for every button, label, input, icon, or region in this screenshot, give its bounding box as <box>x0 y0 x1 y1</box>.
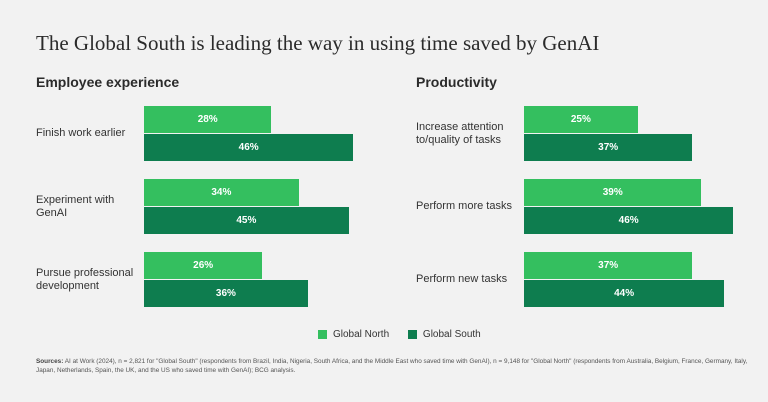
bar-global-south: 46% <box>524 207 734 234</box>
bar-value-label: 44% <box>614 288 635 299</box>
bar-global-south: 44% <box>524 280 725 307</box>
legend: Global North Global South <box>318 329 497 342</box>
legend-item-global-south: Global South <box>407 329 481 340</box>
sources-label: Sources: <box>36 358 64 365</box>
bar-global-south: 46% <box>144 134 354 161</box>
legend-label-global-north: Global North <box>333 329 390 340</box>
category-label: Increase attention to/quality of tasks <box>416 120 504 146</box>
bar-global-south: 45% <box>144 207 349 234</box>
bar-global-north: 39% <box>524 179 702 206</box>
legend-swatch-global-south <box>407 330 417 339</box>
panel-title-productivity: Productivity <box>416 74 497 90</box>
bar-global-north: 25% <box>524 106 638 133</box>
bar-global-north: 26% <box>144 252 263 279</box>
bar-value-label: 25% <box>570 114 591 125</box>
bar-value-label: 46% <box>238 142 259 153</box>
legend-swatch-global-north <box>318 330 327 339</box>
category-label: Pursue professional development <box>36 266 134 292</box>
category-label: Experiment with GenAI <box>36 193 115 219</box>
bar-value-label: 45% <box>236 215 257 226</box>
sources-text: AI at Work (2024), n = 2,821 for "Global… <box>36 358 748 374</box>
legend-item-global-north: Global North <box>318 329 389 340</box>
chart-title: The Global South is leading the way in u… <box>36 31 600 55</box>
bar-value-label: 37% <box>598 260 619 271</box>
bar-value-label: 26% <box>193 260 214 271</box>
bar-global-north: 28% <box>144 106 272 133</box>
category-label: Perform new tasks <box>416 273 508 285</box>
bar-value-label: 34% <box>211 187 232 198</box>
category-label: Perform more tasks <box>416 200 512 212</box>
panel-title-employee-experience: Employee experience <box>36 74 180 90</box>
legend-label-global-south: Global South <box>422 329 481 340</box>
sources-note: Sources: AI at Work (2024), n = 2,821 fo… <box>36 357 748 375</box>
bar-global-south: 36% <box>144 280 308 307</box>
bar-value-label: 37% <box>598 142 619 153</box>
bar-value-label: 36% <box>215 288 236 299</box>
bar-value-label: 39% <box>602 187 623 198</box>
bar-global-south: 37% <box>524 134 693 161</box>
bar-global-north: 34% <box>144 179 299 206</box>
category-label: Finish work earlier <box>36 127 126 139</box>
bar-value-label: 28% <box>197 114 218 125</box>
bar-value-label: 46% <box>618 215 639 226</box>
bar-global-north: 37% <box>524 252 693 279</box>
